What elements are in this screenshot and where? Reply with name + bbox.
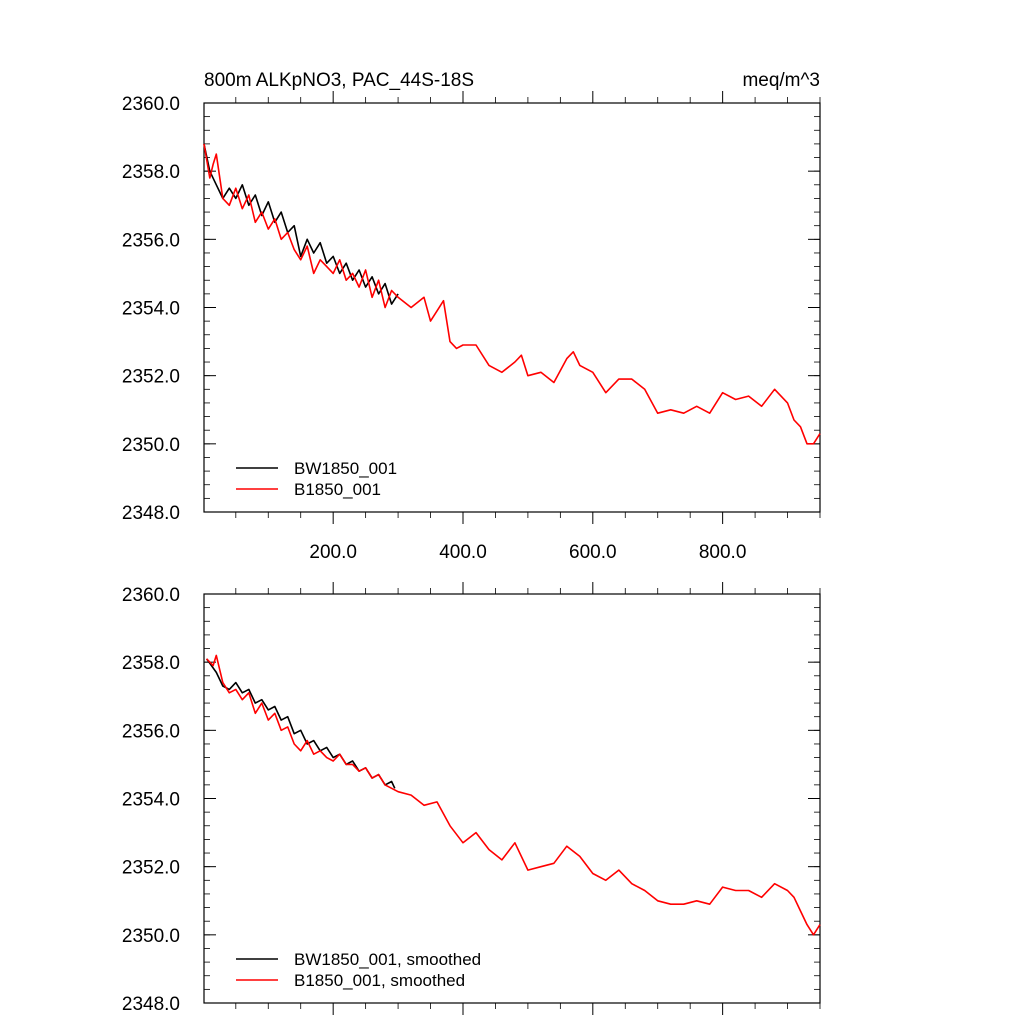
chart-units: meq/m^3 — [742, 70, 820, 91]
legend-label: B1850_001 — [294, 480, 381, 499]
legend-label: BW1850_001 — [294, 459, 397, 478]
y-tick-label: 2356.0 — [122, 230, 180, 251]
plot-frame — [203, 102, 821, 513]
y-tick-label: 2360.0 — [122, 585, 180, 606]
y-tick-label: 2352.0 — [122, 858, 180, 879]
x-tick-label: 200.0 — [309, 542, 357, 563]
y-tick-label: 2360.0 — [122, 94, 180, 115]
plot-frame — [203, 593, 821, 1004]
y-tick-label: 2354.0 — [122, 299, 180, 320]
y-tick-label: 2348.0 — [122, 503, 180, 524]
y-tick-label: 2352.0 — [122, 367, 180, 388]
legend-label: B1850_001, smoothed — [294, 971, 465, 990]
y-tick-label: 2348.0 — [122, 994, 180, 1015]
top-panel: 2348.0 2350.0 2352.0 2354.0 2356.0 2358.0 2360… — [122, 91, 821, 563]
x-tick-label: 800.0 — [699, 542, 747, 563]
x-tick-label: 600.0 — [569, 542, 617, 563]
x-tick-label: 400.0 — [439, 542, 487, 563]
y-tick-label: 2356.0 — [122, 721, 180, 742]
series-line-bw1850-001 — [203, 143, 399, 305]
legend-label: BW1850_001, smoothed — [294, 950, 481, 969]
y-tick-label: 2358.0 — [122, 653, 180, 674]
chart-title: 800m ALKpNO3, PAC_44S-18S — [204, 70, 474, 91]
bottom-panel: 2348.0 2350.0 2352.0 2354.0 2356.0 2358.0 2360… — [122, 582, 821, 1015]
y-tick-label: 2350.0 — [122, 926, 180, 947]
y-tick-label: 2354.0 — [122, 790, 180, 811]
series-line-b1850-001-smoothed — [206, 654, 821, 936]
y-tick-label: 2350.0 — [122, 435, 180, 456]
y-tick-label: 2358.0 — [122, 162, 180, 183]
series-line-b1850-001 — [203, 143, 821, 445]
